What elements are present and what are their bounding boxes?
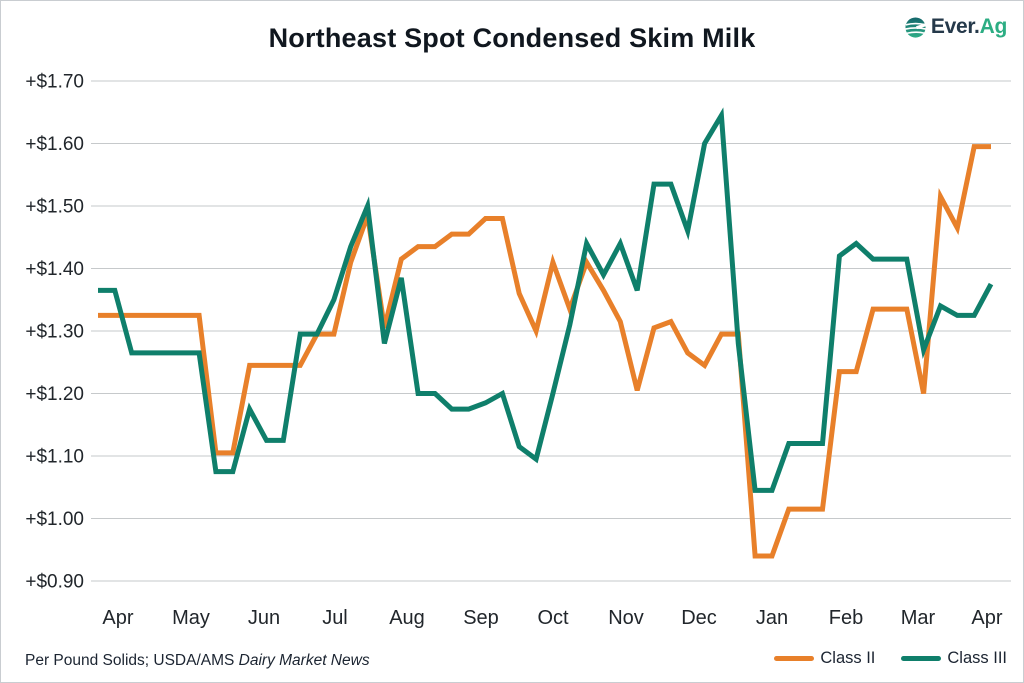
legend-item-class3: Class III: [901, 649, 1007, 668]
x-axis-tick: Dec: [681, 607, 717, 629]
y-axis-tick: +$1.40: [25, 259, 84, 280]
y-axis-tick: +$1.30: [25, 321, 84, 342]
class3-swatch: [901, 656, 942, 661]
x-axis-tick: Feb: [829, 607, 863, 629]
y-axis-tick: +$1.00: [25, 509, 84, 530]
y-axis-tick: +$1.70: [25, 71, 84, 92]
everag-logo-text: Ever.Ag: [930, 15, 1007, 38]
class3-label: Class III: [947, 649, 1007, 667]
x-axis-tick: May: [172, 607, 210, 629]
x-axis-tick: Mar: [901, 607, 936, 629]
y-axis-tick: +$1.20: [25, 384, 84, 405]
everag-logo-icon: [904, 16, 927, 39]
x-axis-tick: Jul: [322, 607, 348, 629]
x-axis-tick: Jun: [248, 607, 280, 629]
page-title: Northeast Spot Condensed Skim Milk: [268, 23, 756, 53]
y-axis-tick: +$1.50: [25, 196, 84, 217]
x-axis-tick: Apr: [971, 607, 1002, 629]
everag-logo: Ever.Ag: [904, 15, 1007, 39]
series-class-iii: [98, 107, 994, 493]
class2-label: Class II: [820, 649, 876, 667]
class2-swatch: [774, 656, 815, 661]
source-note: Per Pound Solids; USDA/AMS Dairy Market …: [25, 652, 370, 669]
chart-legend: Class II Class III: [774, 649, 1007, 668]
y-axis-tick: +$1.60: [25, 134, 84, 155]
x-axis-tick: Oct: [537, 607, 569, 629]
series-class-ii: [98, 144, 991, 559]
y-axis-tick: +$1.10: [25, 446, 84, 467]
x-axis-tick: Jan: [756, 607, 788, 629]
x-axis-tick: Aug: [389, 607, 425, 629]
x-axis-tick: Apr: [102, 607, 133, 629]
y-axis-tick: +$0.90: [25, 571, 84, 592]
legend-item-class2: Class II: [774, 649, 875, 668]
x-axis-tick: Nov: [608, 607, 644, 629]
x-axis-tick: Sep: [463, 607, 499, 629]
